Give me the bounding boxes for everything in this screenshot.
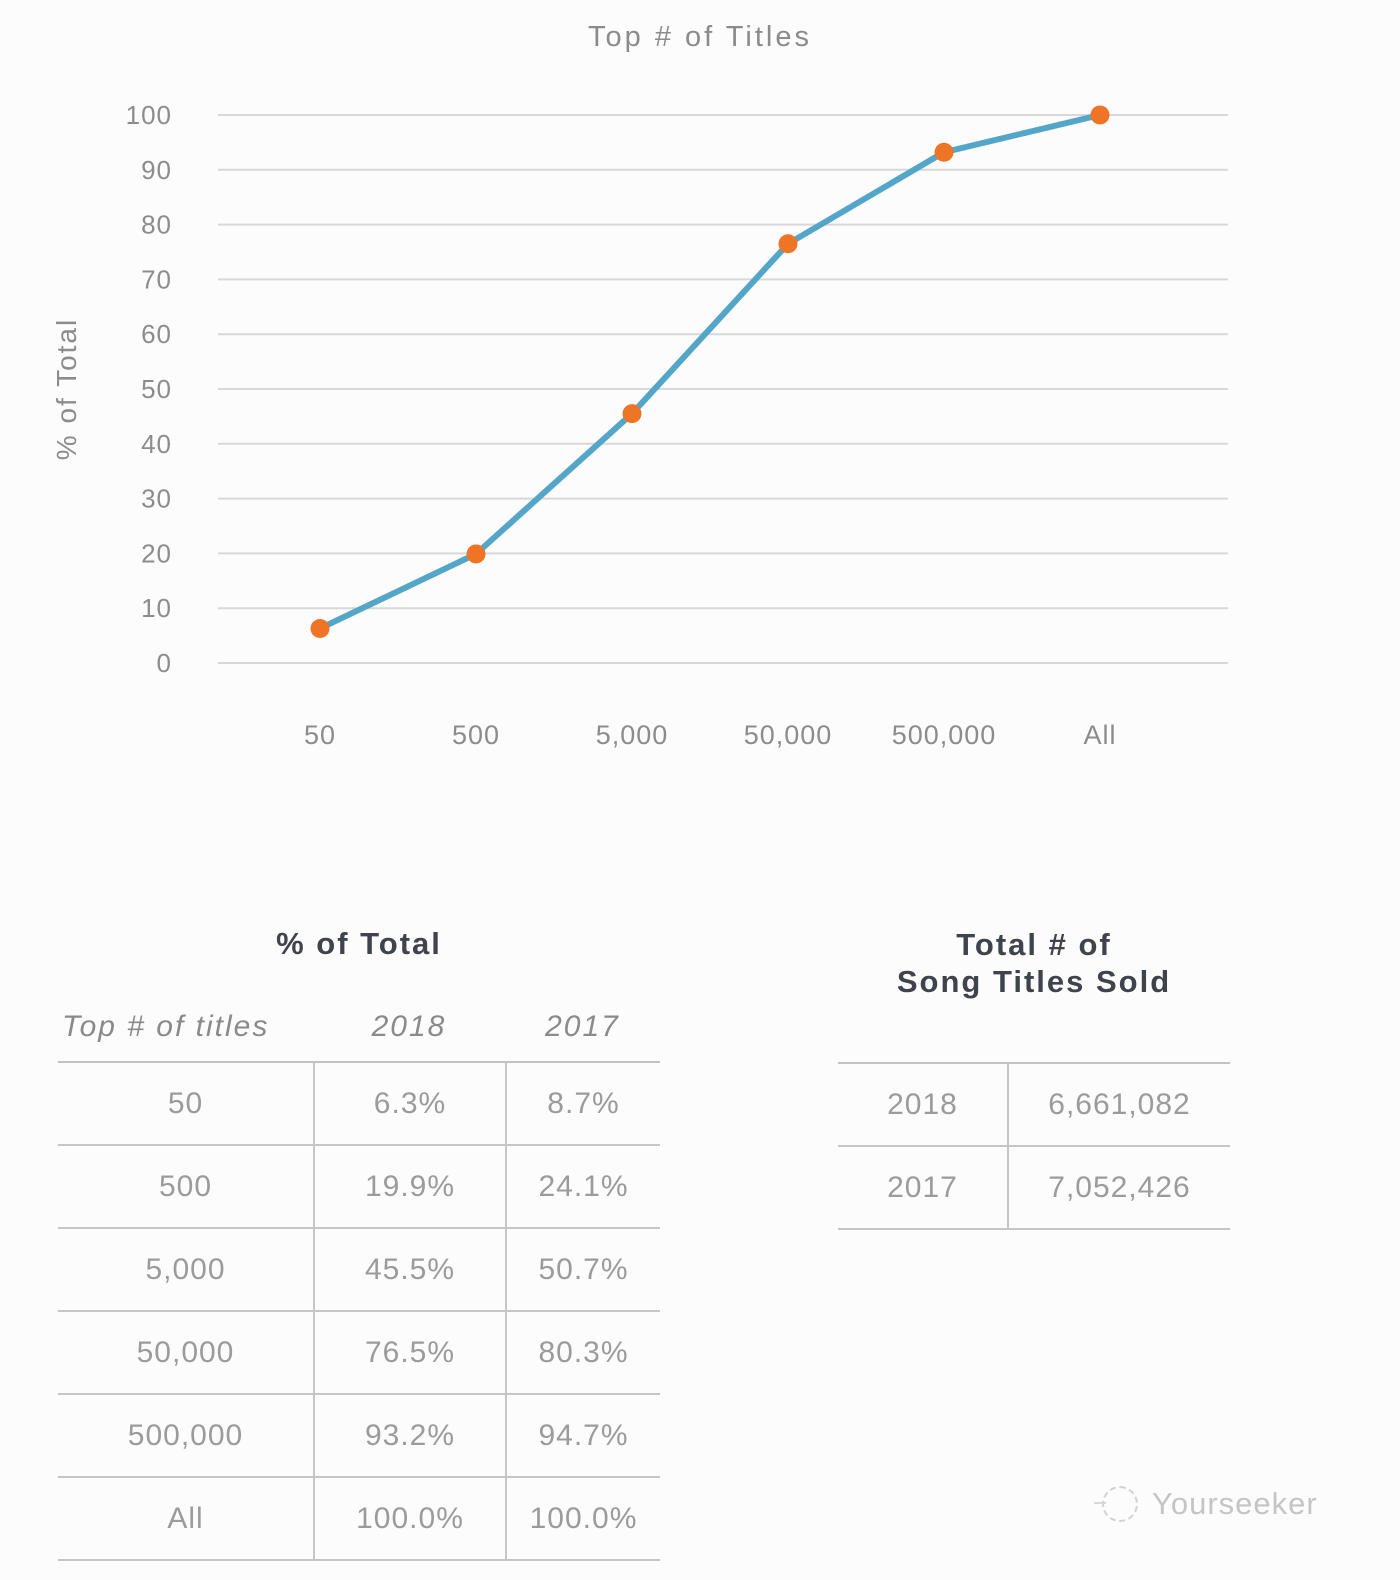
yourseeker-logo-icon <box>1094 1486 1138 1522</box>
value-2017: 94.7% <box>505 1395 660 1476</box>
value-2018: 93.2% <box>313 1395 505 1476</box>
table-row: All 100.0% 100.0% <box>58 1478 660 1561</box>
totals-table-title: Total # of Song Titles Sold <box>838 926 1230 1000</box>
x-tick-label: 5,000 <box>596 720 669 750</box>
totals-table: Total # of Song Titles Sold 2018 6,661,0… <box>838 920 1230 1240</box>
data-point <box>934 142 954 162</box>
x-tick-label: All <box>1083 720 1116 750</box>
total-value: 6,661,082 <box>1007 1064 1230 1145</box>
value-2018: 100.0% <box>313 1478 505 1559</box>
table-row: 50,000 76.5% 80.3% <box>58 1312 660 1395</box>
value-2017: 80.3% <box>505 1312 660 1393</box>
y-tick-label: 70 <box>141 264 172 294</box>
watermark-label: Yourseeker <box>1152 1486 1318 1521</box>
row-label: 50 <box>167 1086 204 1120</box>
pct-col-header-2017: 2017 <box>545 1009 620 1043</box>
x-tick-label: 500,000 <box>892 720 997 750</box>
value-2017: 24.1% <box>505 1146 660 1227</box>
data-point <box>622 404 642 424</box>
pct-col-header-2018: 2018 <box>371 1009 447 1043</box>
x-tick-label: 50,000 <box>744 720 833 750</box>
y-tick-label: 20 <box>141 538 172 568</box>
value-2018: 45.5% <box>313 1229 505 1310</box>
pct-table-header: Top # of titles 2018 2017 <box>58 992 660 1063</box>
year-label: 2018 <box>887 1087 958 1121</box>
data-point <box>1090 105 1110 125</box>
y-tick-label: 40 <box>141 429 172 459</box>
pct-col-header-titles: Top # of titles <box>62 1009 270 1043</box>
data-point <box>466 544 486 564</box>
y-tick-label: 60 <box>141 319 172 349</box>
y-tick-label: 10 <box>141 593 172 623</box>
table-row: 2018 6,661,082 <box>838 1064 1230 1147</box>
year-label: 2017 <box>887 1170 958 1204</box>
totals-title-line1: Total # of <box>956 927 1112 962</box>
value-2017: 50.7% <box>505 1229 660 1310</box>
value-2018: 19.9% <box>313 1146 505 1227</box>
row-label: All <box>167 1501 204 1535</box>
y-tick-label: 30 <box>141 484 172 514</box>
value-2018: 6.3% <box>313 1063 505 1144</box>
x-tick-label: 50 <box>304 720 336 750</box>
y-tick-label: 80 <box>141 210 172 240</box>
row-label: 50,000 <box>136 1335 235 1369</box>
data-point <box>778 234 798 254</box>
watermark: Yourseeker <box>1094 1486 1318 1522</box>
table-row: 2017 7,052,426 <box>838 1147 1230 1230</box>
value-2018: 76.5% <box>313 1312 505 1393</box>
pct-table-title: % of Total <box>276 926 442 961</box>
x-tick-label: 500 <box>452 720 500 750</box>
total-value: 7,052,426 <box>1007 1147 1230 1228</box>
totals-title-line2: Song Titles Sold <box>896 964 1172 999</box>
row-label: 500,000 <box>127 1418 244 1452</box>
row-label: 5,000 <box>145 1252 226 1286</box>
table-row: 50 6.3% 8.7% <box>58 1063 660 1146</box>
y-tick-label: 0 <box>157 648 172 678</box>
totals-table-rows: 2018 6,661,082 2017 7,052,426 <box>838 1062 1230 1230</box>
y-tick-label: 50 <box>141 374 172 404</box>
y-tick-label: 90 <box>141 155 172 185</box>
y-tick-label: 100 <box>126 100 172 130</box>
chart-title: Top # of Titles <box>588 21 812 53</box>
line-chart: 0 10 20 30 40 50 60 70 80 90 100 50 500 5,000 50,000 50… <box>51 100 1228 750</box>
series-line <box>317 112 1103 632</box>
pct-table-rows: 50 6.3% 8.7% 500 19.9% 24.1% 5,000 45.5%… <box>58 1063 660 1561</box>
pct-table: % of Total Top # of titles 2018 2017 50 … <box>58 920 660 1570</box>
y-axis-label: % of Total <box>51 318 82 460</box>
value-2017: 100.0% <box>505 1478 660 1559</box>
row-label: 500 <box>158 1169 213 1203</box>
table-row: 500,000 93.2% 94.7% <box>58 1395 660 1478</box>
data-point <box>310 618 330 638</box>
table-row: 5,000 45.5% 50.7% <box>58 1229 660 1312</box>
table-row: 500 19.9% 24.1% <box>58 1146 660 1229</box>
value-2017: 8.7% <box>505 1063 660 1144</box>
